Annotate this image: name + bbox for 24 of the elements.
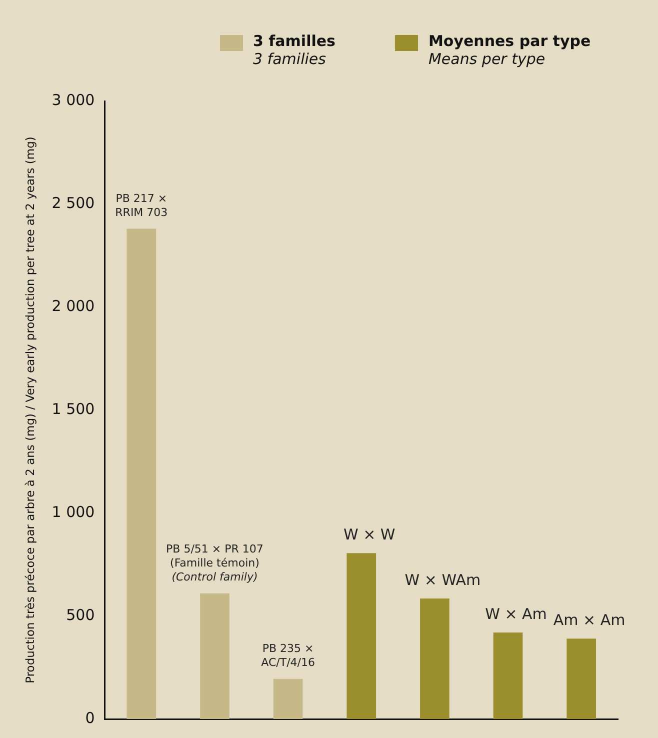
x-tick-label: W × Am (485, 604, 547, 623)
bar (126, 228, 156, 719)
y-tick-label: 500 (66, 606, 95, 624)
y-tick-label: 1 000 (52, 502, 95, 521)
x-tick-label: W × WAm (404, 570, 481, 589)
y-axis-title: Production très précoce par arbre à 2 ans (mg) / Very early production per tree at 2 years (mg) (22, 136, 37, 684)
y-tick-label: 1 500 (52, 400, 95, 418)
y-tick-label: 2 500 (52, 194, 95, 212)
y-tick-label: 2 000 (52, 296, 95, 315)
y-tick-label: 3 000 (52, 90, 95, 109)
x-tick-label: W × W (343, 526, 396, 544)
bar (566, 638, 596, 719)
bar (420, 598, 450, 719)
x-tick-label: Am × Am (553, 611, 626, 630)
bar (273, 678, 303, 719)
bar (493, 632, 523, 719)
legend-label: Moyennes par type Means per type (428, 32, 591, 68)
bar (346, 553, 376, 719)
y-tick-label: 0 (85, 708, 95, 727)
x-tick-label: PB 5/51 × PR 107 (Famille témoin) (Control family) (166, 542, 264, 584)
x-tick-label: PB 235 × AC/T/4/16 (261, 642, 315, 670)
bar (200, 593, 230, 719)
legend-label: 3 familles 3 families (253, 32, 336, 68)
x-tick-label: PB 217 × RRIM 703 (115, 192, 168, 220)
